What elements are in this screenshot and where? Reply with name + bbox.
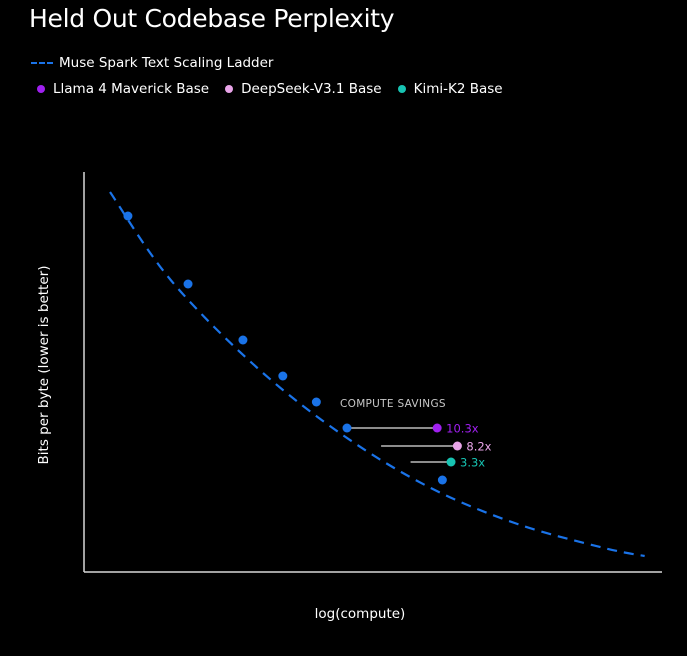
scaling-ladder-curve [109, 191, 645, 558]
ladder-point-5 [342, 423, 352, 433]
ladder-point-6 [437, 475, 447, 485]
ladder-point-1 [183, 279, 193, 289]
legend-item-deepseek: DeepSeek-V3.1 Base [225, 81, 382, 97]
legend-deepseek-label: DeepSeek-V3.1 Base [241, 81, 382, 97]
legend-item-kimi: Kimi-K2 Base [397, 81, 503, 97]
legend-ladder: Muse Spark Text Scaling Ladder [31, 55, 273, 71]
ladder-point-0 [123, 211, 133, 221]
dot-icon [37, 85, 45, 93]
dot-icon [397, 85, 406, 93]
baseline-point-0 [432, 423, 442, 433]
baseline-point-1 [452, 441, 462, 451]
legend-llama-label: Llama 4 Maverick Base [53, 81, 210, 97]
savings-label-2: 3.3x [460, 456, 485, 470]
baseline-point-2 [446, 457, 456, 467]
legend-baselines: Llama 4 Maverick Base DeepSeek-V3.1 Base… [37, 81, 519, 97]
compute-savings-annotation: COMPUTE SAVINGS [340, 398, 446, 410]
savings-label-1: 8.2x [466, 440, 491, 454]
chart-title: Held Out Codebase Perplexity [29, 4, 395, 33]
legend-kimi-label: Kimi-K2 Base [413, 81, 503, 97]
ladder-point-4 [311, 397, 321, 407]
ladder-point-2 [238, 335, 248, 345]
ladder-point-3 [278, 371, 288, 381]
y-axis-label: Bits per byte (lower is better) [36, 266, 52, 465]
legend-ladder-label: Muse Spark Text Scaling Ladder [59, 55, 274, 71]
legend-item-llama: Llama 4 Maverick Base [37, 81, 209, 97]
dashed-line-icon [31, 62, 53, 64]
dot-icon [225, 85, 234, 93]
x-axis-label: log(compute) [315, 606, 406, 622]
savings-label-0: 10.3x [446, 422, 479, 436]
